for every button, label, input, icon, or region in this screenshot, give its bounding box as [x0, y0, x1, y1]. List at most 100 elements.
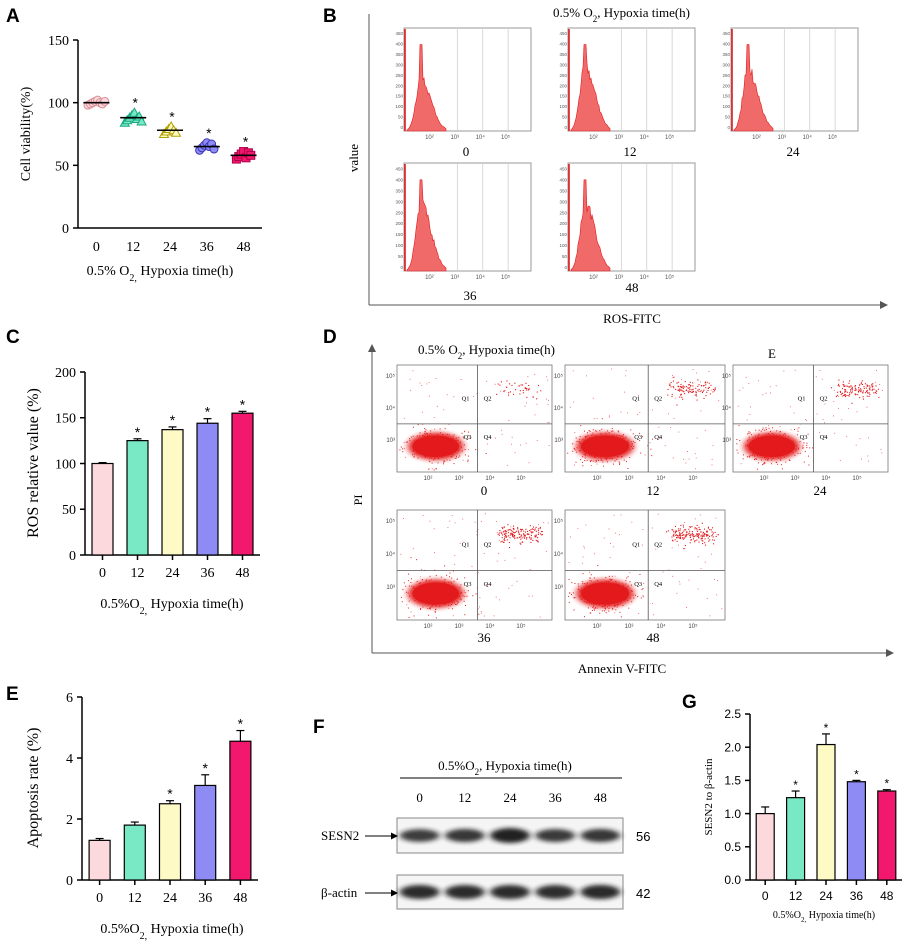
d-event — [574, 464, 575, 465]
d-event — [419, 436, 420, 437]
d-event — [429, 442, 430, 443]
d-event — [692, 533, 693, 534]
g-x-label: 0.5%O2, Hypoxia time(h) — [773, 910, 875, 924]
d-event — [422, 447, 423, 448]
d-quadrant-label: Q2 — [820, 395, 828, 402]
b-y-tick-label: 350 — [722, 52, 730, 57]
d-event — [444, 595, 445, 596]
d-event — [671, 537, 672, 538]
d-event — [645, 455, 646, 456]
d-event — [510, 529, 511, 530]
d-event — [597, 418, 598, 419]
d-event — [752, 449, 753, 450]
d-event — [609, 528, 610, 529]
d-event — [434, 587, 435, 588]
d-event — [569, 579, 570, 580]
d-event — [776, 430, 777, 431]
d-event — [460, 593, 461, 594]
d-event — [808, 434, 809, 435]
d-quadrant-label: Q1 — [632, 541, 640, 548]
d-event — [447, 394, 448, 395]
d-event — [590, 460, 591, 461]
g-bar — [878, 791, 896, 880]
d-quadrant-label: Q3 — [464, 581, 472, 588]
d-event — [400, 554, 401, 555]
panel-letter-e: E — [6, 684, 19, 705]
d-event — [447, 599, 448, 600]
d-event — [599, 430, 600, 431]
d-event — [652, 528, 653, 529]
d-event — [622, 449, 623, 450]
d-event — [678, 537, 679, 538]
d-event — [669, 384, 670, 385]
d-event — [615, 533, 616, 534]
d-event — [574, 432, 575, 433]
d-event — [675, 526, 676, 527]
d-event — [512, 531, 513, 532]
d-event — [852, 391, 853, 392]
d-event — [771, 453, 772, 454]
d-quadrant-label: Q3 — [800, 434, 808, 441]
d-event — [611, 452, 612, 453]
d-event — [446, 591, 447, 592]
d-event — [750, 455, 751, 456]
d-event — [703, 398, 704, 399]
d-event — [436, 585, 437, 586]
d-event — [796, 445, 797, 446]
d-event — [680, 537, 681, 538]
b-y-tick-label: 50 — [398, 254, 404, 259]
d-event — [593, 603, 594, 604]
d-event — [586, 375, 587, 376]
d-event — [602, 602, 603, 603]
d-event — [609, 449, 610, 450]
d-event — [589, 585, 590, 586]
d-event — [680, 389, 681, 390]
d-event — [633, 598, 634, 599]
d-event — [757, 452, 758, 453]
d-event — [798, 448, 799, 449]
d-event — [413, 586, 414, 587]
c-sig-mark: * — [135, 424, 141, 440]
d-event — [530, 531, 531, 532]
d-event — [705, 430, 706, 431]
d-event — [612, 444, 613, 445]
d-event — [442, 598, 443, 599]
d-event — [848, 408, 849, 409]
d-event — [715, 532, 716, 533]
d-event — [436, 597, 437, 598]
d-event — [432, 601, 433, 602]
d-event — [447, 459, 448, 460]
d-event — [693, 389, 694, 390]
d-event — [511, 530, 512, 531]
b-x-tick-label: 10⁵ — [665, 274, 675, 281]
d-event — [761, 453, 762, 454]
d-event — [692, 392, 693, 393]
d-event — [610, 586, 611, 587]
c-bar — [162, 430, 183, 555]
d-event — [614, 515, 615, 516]
d-event — [597, 444, 598, 445]
d-event — [599, 449, 600, 450]
d-event — [593, 441, 594, 442]
d-event — [417, 581, 418, 582]
d-event — [672, 394, 673, 395]
d-event — [868, 396, 869, 397]
d-event — [600, 586, 601, 587]
d-event — [626, 370, 627, 371]
d-event — [702, 392, 703, 393]
e-x-tick-label: 12 — [128, 891, 142, 906]
d-event — [587, 432, 588, 433]
d-event — [583, 454, 584, 455]
d-event — [460, 442, 461, 443]
d-event — [538, 528, 539, 529]
d-event — [869, 389, 870, 390]
c-bar — [232, 413, 253, 555]
d-event — [423, 438, 424, 439]
d-event — [414, 600, 415, 601]
d-event — [673, 534, 674, 535]
d-event — [427, 438, 428, 439]
d-event — [451, 578, 452, 579]
d-event — [437, 406, 438, 407]
d-event — [522, 529, 523, 530]
d-event — [847, 386, 848, 387]
